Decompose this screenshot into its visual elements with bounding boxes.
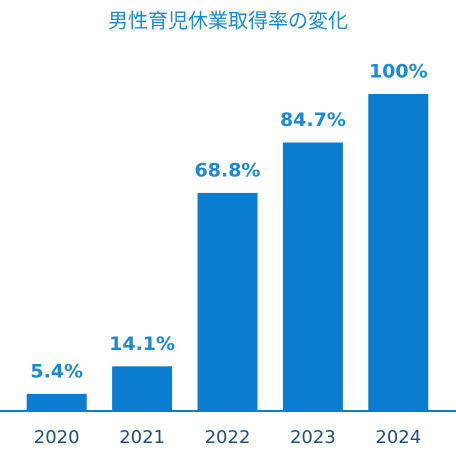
bar (112, 366, 173, 411)
x-tick-label: 2020 (34, 427, 80, 448)
value-label: 14.1% (109, 333, 175, 355)
x-tick-label: 2021 (119, 427, 165, 448)
x-tick-label: 2022 (205, 427, 251, 448)
chart-title: 男性育児休業取得率の変化 (108, 9, 348, 33)
bar (26, 393, 87, 411)
bar (368, 94, 429, 411)
bar (197, 192, 258, 411)
x-tick-label: 2024 (375, 427, 421, 448)
bar (282, 142, 343, 411)
x-tick-label: 2023 (290, 427, 336, 448)
value-label: 84.7% (280, 109, 346, 131)
value-label: 100% (369, 61, 428, 83)
value-label: 68.8% (195, 159, 261, 181)
value-label: 5.4% (30, 360, 83, 382)
